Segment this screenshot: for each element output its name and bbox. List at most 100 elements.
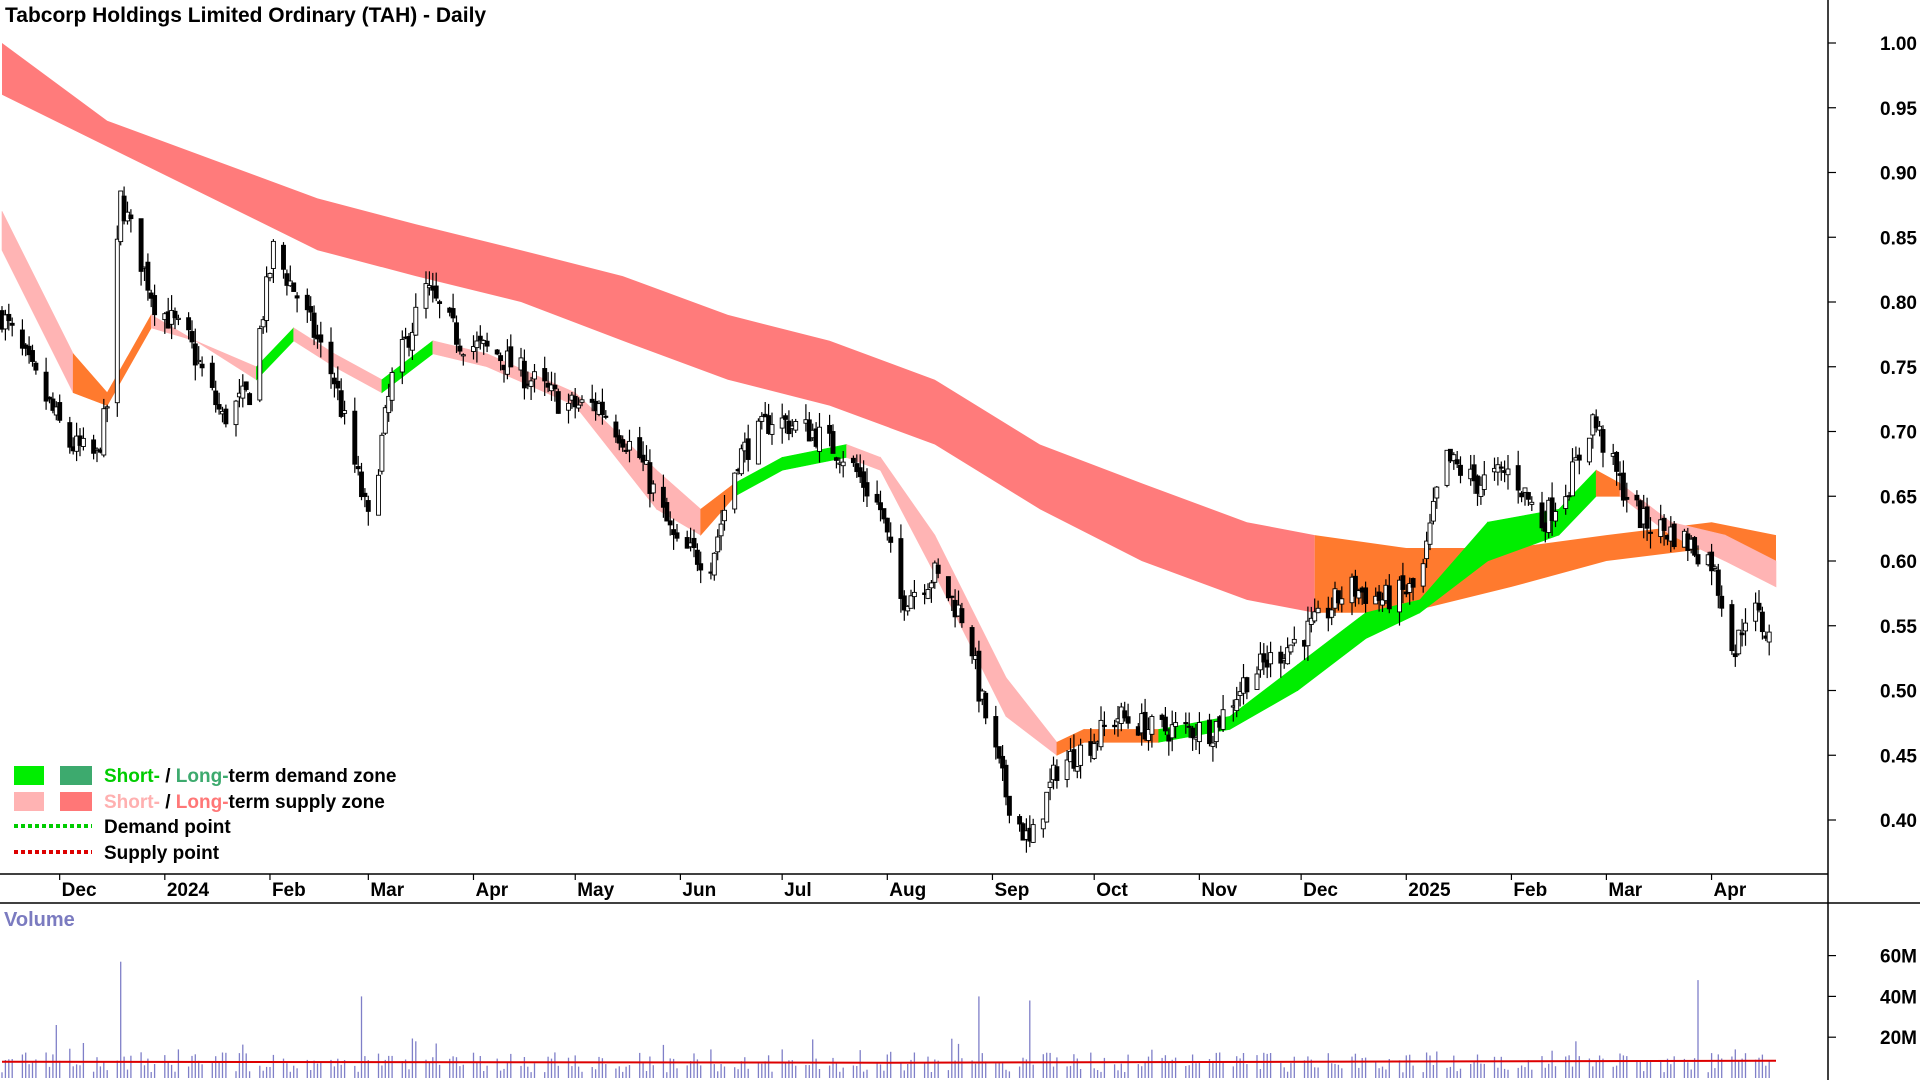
candle-body [1169,724,1175,739]
volume-tick-label: 20M [1880,1028,1917,1049]
candle-body [1644,506,1650,529]
legend-label: Supply point [104,843,220,864]
candle-body [664,502,670,522]
candle-body [640,454,646,463]
x-tick-label: 2024 [167,880,210,901]
candle-body [1305,620,1311,647]
candle-body [650,483,656,494]
legend-swatch-long [60,792,92,811]
candle-body [833,457,839,461]
candle-body [352,410,358,465]
candle-body [50,398,56,411]
candle-body [1356,590,1362,599]
candle-body [783,415,788,420]
x-tick-label: Dec [1303,880,1338,901]
candle-body [1553,511,1558,522]
candle-body [694,549,700,565]
candle-body [477,335,483,341]
candle-body [1515,465,1521,491]
x-tick-label: Nov [1201,880,1237,901]
candle-body [484,340,490,347]
candle-body [738,448,744,475]
candle-body [281,244,286,270]
candle-body [1634,494,1640,501]
candle-body [172,310,178,319]
candle-body [318,334,324,343]
candle-body [1207,719,1212,745]
candle-body [1756,602,1762,611]
candle-body [508,346,514,368]
short-term-zone-segment [1724,534,1777,588]
y-tick-label: 0.75 [1880,358,1917,379]
candle-body [1759,611,1765,633]
y-tick-label: 0.90 [1880,164,1917,185]
candle-body [264,276,270,321]
candle-body [47,396,52,400]
candle-body [1047,781,1053,788]
candle-body [260,319,266,328]
candle-body [382,407,388,434]
y-tick-label: 0.60 [1880,552,1917,573]
candle-body [270,240,276,269]
candle-body [57,402,63,421]
candle-body [338,390,344,417]
candle-body [1400,575,1406,590]
candle-body [1430,500,1436,522]
candle-body [793,421,799,431]
candle-body [627,440,632,451]
candle-body [613,421,619,438]
candle-body [1308,617,1314,625]
candle-body [1078,744,1084,766]
y-tick-label: 0.45 [1880,746,1917,767]
candle-body [186,317,192,331]
candle-body [576,404,582,409]
candle-body [359,471,364,498]
candle-body [1563,496,1569,509]
y-tick-label: 0.85 [1880,228,1917,249]
candle-body [1743,622,1748,632]
candle-body [1315,607,1321,614]
candle-body [471,346,476,352]
volume-y-axis: 60M 40M 20M [1828,947,1917,1049]
candle-body [1712,566,1718,569]
candle-body [1098,719,1104,748]
x-tick-label: Jul [784,880,811,901]
candle-body [450,308,456,319]
x-tick-label: Apr [1714,880,1747,901]
candle-body [243,381,249,390]
candle-body [1695,554,1701,565]
y-tick-label: 0.80 [1880,293,1917,314]
candle-body [67,422,73,448]
volume-average-line [1,1059,1777,1064]
y-tick-label: 0.95 [1880,99,1917,120]
legend-label: Short- / Long-term supply zone [104,792,385,813]
candle-body [1454,459,1460,465]
candle-body [328,341,334,375]
candle-body [460,354,466,357]
candles [0,186,1772,853]
candle-body [1329,609,1335,618]
candle-body [152,295,158,316]
chart-title: Tabcorp Holdings Limited Ordinary (TAH) … [5,4,486,27]
candle-body [437,301,443,304]
candle-body [1183,722,1189,725]
candle-body [1519,492,1525,498]
candle-body [945,576,951,599]
candle-body [1549,497,1555,521]
candle-body [1380,599,1385,606]
y-tick-label: 0.50 [1880,682,1917,703]
candle-body [1142,711,1148,740]
candle-body [671,529,677,536]
candle-body [1671,523,1677,548]
candle-body [1715,569,1721,596]
candle-body [925,589,931,599]
candle-body [304,294,310,311]
candle-body [1040,818,1046,830]
candle-body [223,408,229,425]
candle-body [474,340,480,349]
candle-body [91,439,97,454]
candle-body [216,404,222,410]
candle-body [959,608,965,624]
candle-body [389,372,395,401]
